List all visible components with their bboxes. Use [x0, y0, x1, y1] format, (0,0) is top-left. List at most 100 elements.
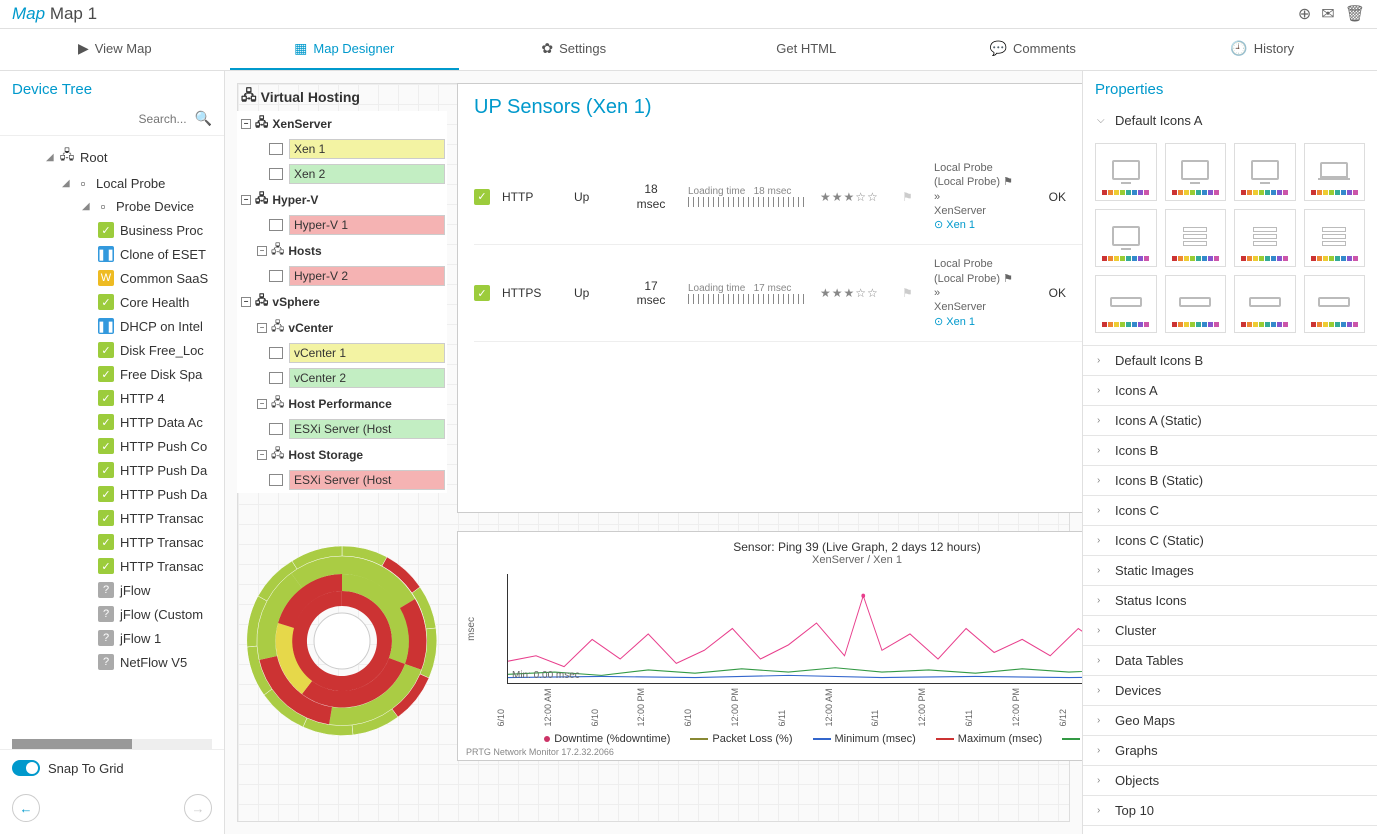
chevron-icon: › — [1097, 655, 1107, 666]
accordion-header[interactable]: ⌵Default Icons A — [1083, 106, 1377, 135]
status-badge: ✓ — [98, 414, 114, 430]
flag-icon[interactable]: ⚑ — [902, 190, 922, 204]
vh-item[interactable]: Hyper-V 1 — [237, 213, 447, 238]
vh-group-header[interactable]: −🖧XenServer — [237, 111, 447, 137]
vh-item[interactable]: vCenter 1 — [237, 341, 447, 366]
accordion-header[interactable]: ›Cluster — [1083, 616, 1377, 645]
accordion-header[interactable]: ›Data Tables — [1083, 646, 1377, 675]
tree-item[interactable]: ✓HTTP Transac — [0, 506, 224, 530]
search-icon[interactable]: 🔍 — [195, 110, 212, 127]
tree-root[interactable]: ◢🖧Root — [0, 142, 224, 172]
icon-cell[interactable] — [1234, 209, 1296, 267]
vh-group-header[interactable]: −🖧Hosts — [237, 238, 447, 264]
back-button[interactable]: ← — [12, 794, 40, 822]
vh-item[interactable]: Hyper-V 2 — [237, 264, 447, 289]
properties-title: Properties — [1083, 71, 1377, 106]
tree-item[interactable]: ❚❚DHCP on Intel — [0, 314, 224, 338]
sensor-row[interactable]: ✓ HTTP Up 18msec Loading time 18 msec ★★… — [474, 149, 1082, 245]
add-icon[interactable]: ⊕ — [1298, 4, 1311, 24]
properties-sections[interactable]: ⌵Default Icons A›Default Icons B›Icons A… — [1083, 106, 1377, 834]
map-canvas[interactable]: 🖧Virtual Hosting −🖧XenServerXen 1Xen 2−🖧… — [225, 71, 1082, 834]
tab-get-html[interactable]: Get HTML — [689, 29, 919, 70]
accordion-header[interactable]: ›Objects — [1083, 766, 1377, 795]
accordion-header[interactable]: ›Top 10 — [1083, 796, 1377, 825]
tree-probe-device[interactable]: ◢▫Probe Device — [0, 195, 224, 218]
icon-cell[interactable] — [1304, 275, 1366, 333]
tree-item[interactable]: WCommon SaaS — [0, 266, 224, 290]
sunburst-chart — [242, 541, 442, 741]
icon-cell[interactable] — [1095, 209, 1157, 267]
graph-widget[interactable]: Sensor: Ping 39 (Live Graph, 2 days 12 h… — [457, 531, 1082, 761]
tree-item[interactable]: ✓Core Health — [0, 290, 224, 314]
tree-item[interactable]: ?jFlow 1 — [0, 626, 224, 650]
search-input[interactable] — [12, 112, 195, 126]
vh-group-header[interactable]: −🖧Hyper-V — [237, 187, 447, 213]
vh-item[interactable]: Xen 1 — [237, 137, 447, 162]
accordion-header[interactable]: ›Icons C (Static) — [1083, 526, 1377, 555]
icon-cell[interactable] — [1304, 209, 1366, 267]
tree-item[interactable]: ✓HTTP Data Ac — [0, 410, 224, 434]
accordion-header[interactable]: ›Icons B — [1083, 436, 1377, 465]
vh-group-header[interactable]: −🖧Host Performance — [237, 391, 447, 417]
delete-icon[interactable]: 🗑 — [1345, 4, 1365, 24]
vh-item[interactable]: Xen 2 — [237, 162, 447, 187]
accordion-header[interactable]: ›Icons A (Static) — [1083, 406, 1377, 435]
vh-item[interactable]: vCenter 2 — [237, 366, 447, 391]
up-sensors-widget[interactable]: UP Sensors (Xen 1) ✓ HTTP Up 18msec Load… — [457, 83, 1082, 513]
tab-history[interactable]: 🕘History — [1148, 29, 1377, 70]
icon-cell[interactable] — [1234, 143, 1296, 201]
tab-comments[interactable]: 💬Comments — [918, 29, 1148, 70]
flag-icon[interactable]: ⚑ — [902, 286, 922, 300]
vh-group-header[interactable]: −🖧vSphere — [237, 289, 447, 315]
tree-item[interactable]: ?jFlow — [0, 578, 224, 602]
sensor-row[interactable]: ✓ HTTPS Up 17msec Loading time 17 msec ★… — [474, 245, 1082, 341]
accordion-header[interactable]: ›Icons A — [1083, 376, 1377, 405]
tree-local-probe[interactable]: ◢▫Local Probe — [0, 172, 224, 195]
tree-item[interactable]: ✓HTTP Push Da — [0, 482, 224, 506]
vh-group-header[interactable]: −🖧Host Storage — [237, 442, 447, 468]
icon-cell[interactable] — [1304, 143, 1366, 201]
tree-item[interactable]: ✓HTTP 4 — [0, 386, 224, 410]
icon-cell[interactable] — [1165, 143, 1227, 201]
icon-cell[interactable] — [1165, 209, 1227, 267]
accordion-header[interactable]: ›Default Icons B — [1083, 346, 1377, 375]
accordion-header[interactable]: ›Geo Maps — [1083, 706, 1377, 735]
tab-view-map[interactable]: ▶View Map — [0, 29, 230, 70]
accordion-item: ›Static Images — [1083, 556, 1377, 586]
accordion-header[interactable]: ›Custom HTML — [1083, 826, 1377, 834]
accordion-header[interactable]: ›Icons C — [1083, 496, 1377, 525]
accordion-header[interactable]: ›Devices — [1083, 676, 1377, 705]
tree-item[interactable]: ✓Free Disk Spa — [0, 362, 224, 386]
device-tree[interactable]: ◢🖧Root ◢▫Local Probe ◢▫Probe Device ✓Bus… — [0, 136, 224, 739]
tree-item[interactable]: ❚❚Clone of ESET — [0, 242, 224, 266]
sunburst-widget[interactable] — [237, 531, 447, 751]
virtual-hosting-widget[interactable]: 🖧Virtual Hosting −🖧XenServerXen 1Xen 2−🖧… — [237, 83, 447, 513]
accordion-header[interactable]: ›Status Icons — [1083, 586, 1377, 615]
accordion-item: ›Icons C (Static) — [1083, 526, 1377, 556]
tree-item[interactable]: ✓HTTP Push Da — [0, 458, 224, 482]
tree-item[interactable]: ✓HTTP Transac — [0, 530, 224, 554]
mail-icon[interactable]: ✉ — [1321, 4, 1334, 24]
forward-button[interactable]: → — [184, 794, 212, 822]
tree-item[interactable]: ✓HTTP Push Co — [0, 434, 224, 458]
vh-group-header[interactable]: −🖧vCenter — [237, 315, 447, 341]
icon-cell[interactable] — [1234, 275, 1296, 333]
accordion-header[interactable]: ›Graphs — [1083, 736, 1377, 765]
tree-item[interactable]: ?NetFlow V5 — [0, 650, 224, 674]
icon-cell[interactable] — [1165, 275, 1227, 333]
tree-item[interactable]: ✓HTTP Transac — [0, 554, 224, 578]
icon-cell[interactable] — [1095, 143, 1157, 201]
vh-item[interactable]: ESXi Server (Host — [237, 468, 447, 493]
icon-cell[interactable] — [1095, 275, 1157, 333]
tree-item[interactable]: ✓Business Proc — [0, 218, 224, 242]
accordion-header[interactable]: ›Static Images — [1083, 556, 1377, 585]
vh-item[interactable]: ESXi Server (Host — [237, 417, 447, 442]
tree-scrollbar[interactable] — [12, 739, 212, 749]
tree-item[interactable]: ✓Disk Free_Loc — [0, 338, 224, 362]
accordion-header[interactable]: ›Icons B (Static) — [1083, 466, 1377, 495]
tree-item[interactable]: ?jFlow (Custom — [0, 602, 224, 626]
tab-settings[interactable]: ✿Settings — [459, 29, 689, 70]
chevron-icon: › — [1097, 385, 1107, 396]
tab-map-designer[interactable]: ▦Map Designer — [230, 29, 460, 70]
snap-toggle[interactable] — [12, 760, 40, 776]
